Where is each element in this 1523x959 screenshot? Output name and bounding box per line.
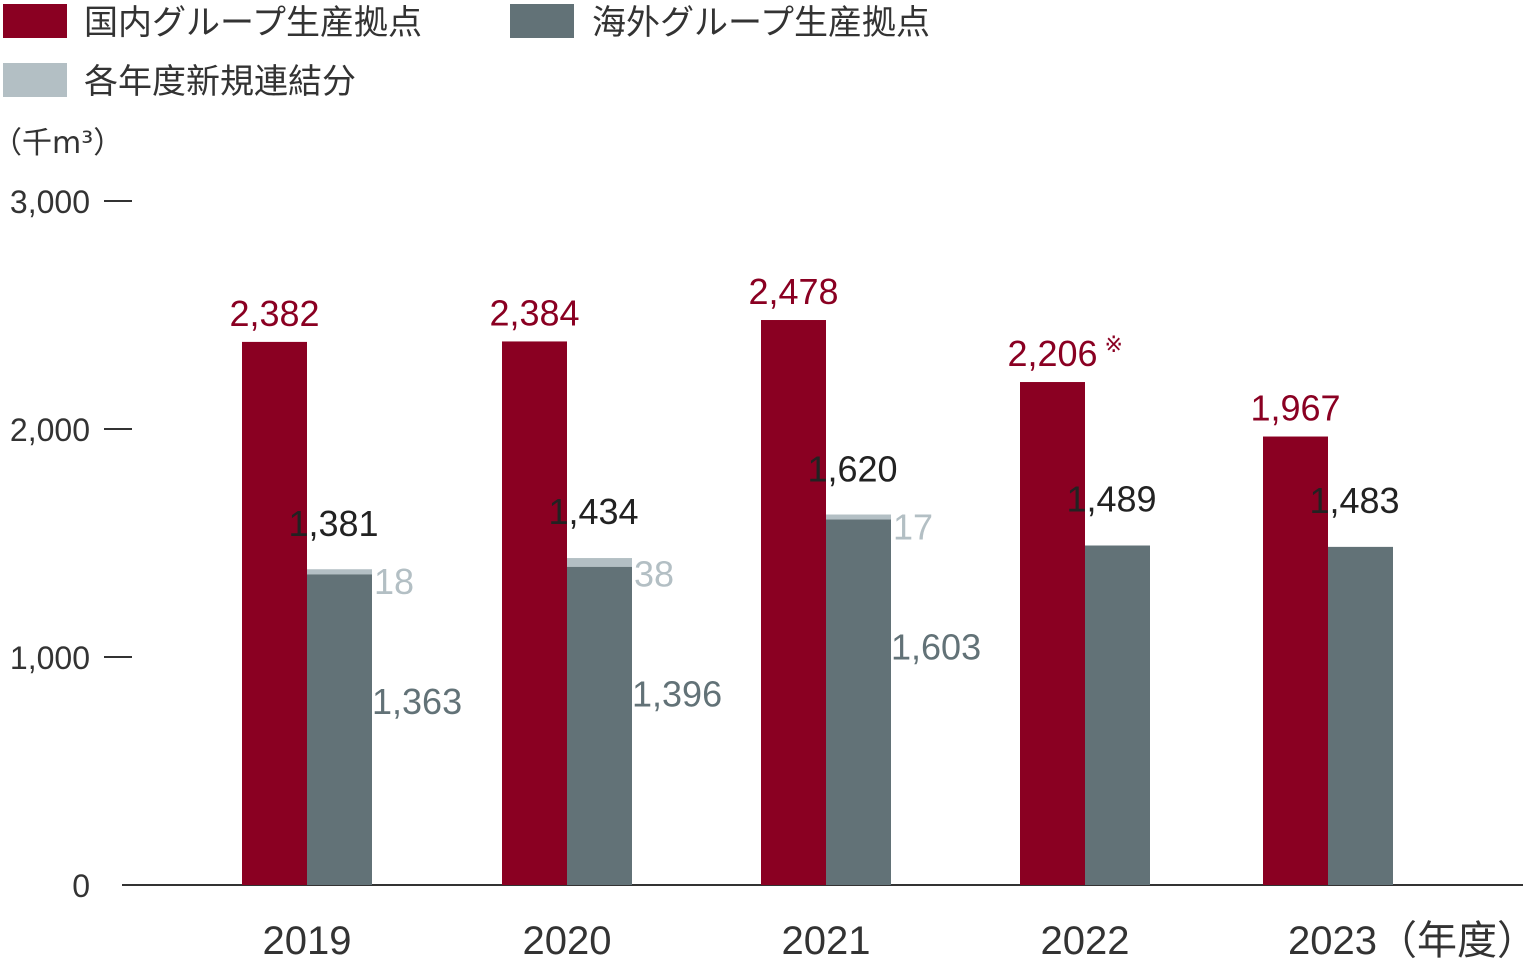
value-label-overseas-base: 1,363	[372, 681, 462, 722]
legend-swatch-overseas	[510, 4, 574, 38]
value-label-overseas-base: 1,396	[632, 674, 722, 715]
bar-new-consolidation-2020	[567, 558, 632, 567]
value-label-overseas-total: 1,620	[807, 449, 897, 490]
value-label-overseas-total: 1,483	[1309, 480, 1399, 521]
x-axis: 2019 2020 2021 2022 2023（年度）	[263, 919, 1523, 959]
value-label-overseas-total: 1,489	[1066, 479, 1156, 520]
value-label-new-consolidation: 17	[893, 507, 933, 548]
y-tick-label: 1,000	[10, 640, 90, 676]
legend: 国内グループ生産拠点 海外グループ生産拠点 各年度新規連結分	[3, 3, 930, 102]
value-label-domestic: 2,478	[748, 271, 838, 312]
bar-new-consolidation-2021	[826, 514, 891, 520]
y-tick-label: 0	[72, 868, 90, 904]
value-label-domestic: 2,384	[489, 292, 579, 333]
value-label-domestic: 1,967	[1250, 388, 1340, 429]
bar-overseas-2019	[307, 574, 372, 885]
legend-swatch-new	[3, 63, 67, 97]
bar-overseas-2021	[826, 519, 891, 885]
annotation-mark: ※	[1105, 333, 1123, 358]
x-tick-label: 2020	[523, 919, 612, 959]
bar-overseas-2023	[1328, 546, 1393, 885]
x-tick-label: 2019	[263, 919, 352, 959]
legend-label-overseas: 海外グループ生産拠点	[592, 3, 930, 43]
legend-swatch-domestic	[3, 4, 67, 38]
bar-domestic-2019	[242, 341, 307, 885]
value-label-overseas-total: 1,434	[548, 491, 638, 532]
x-tick-label: 2022	[1041, 919, 1130, 959]
legend-label-domestic: 国内グループ生産拠点	[84, 3, 422, 43]
bars	[242, 320, 1393, 885]
bar-domestic-2023	[1263, 436, 1328, 885]
bar-overseas-2022	[1085, 545, 1150, 885]
value-label-domestic: 2,382	[229, 293, 319, 334]
bar-overseas-2020	[567, 566, 632, 885]
bar-domestic-2021	[761, 320, 826, 885]
value-label-overseas-base: 1,603	[891, 627, 981, 668]
value-label-new-consolidation: 18	[374, 561, 414, 602]
legend-label-new: 各年度新規連結分	[84, 62, 356, 102]
value-label-new-consolidation: 38	[634, 554, 674, 595]
y-tick-label: 2,000	[10, 412, 90, 448]
value-label-overseas-total: 1,381	[288, 503, 378, 544]
bar-new-consolidation-2019	[307, 569, 372, 575]
bar-domestic-2022	[1020, 382, 1085, 885]
bar-domestic-2020	[502, 341, 567, 885]
data-labels: 2,382 1,381 18 1,363 2,384 1,434 38 1,396 2,478 1…	[229, 271, 1399, 722]
y-tick-label: 3,000	[10, 184, 90, 220]
y-axis: 0 1,000 2,000 3,000	[10, 184, 132, 904]
value-label-domestic: 2,206	[1007, 333, 1097, 374]
x-tick-label: 2021	[782, 919, 871, 959]
x-tick-label: 2023（年度）	[1288, 919, 1523, 959]
y-axis-unit: （千m³）	[0, 126, 123, 161]
